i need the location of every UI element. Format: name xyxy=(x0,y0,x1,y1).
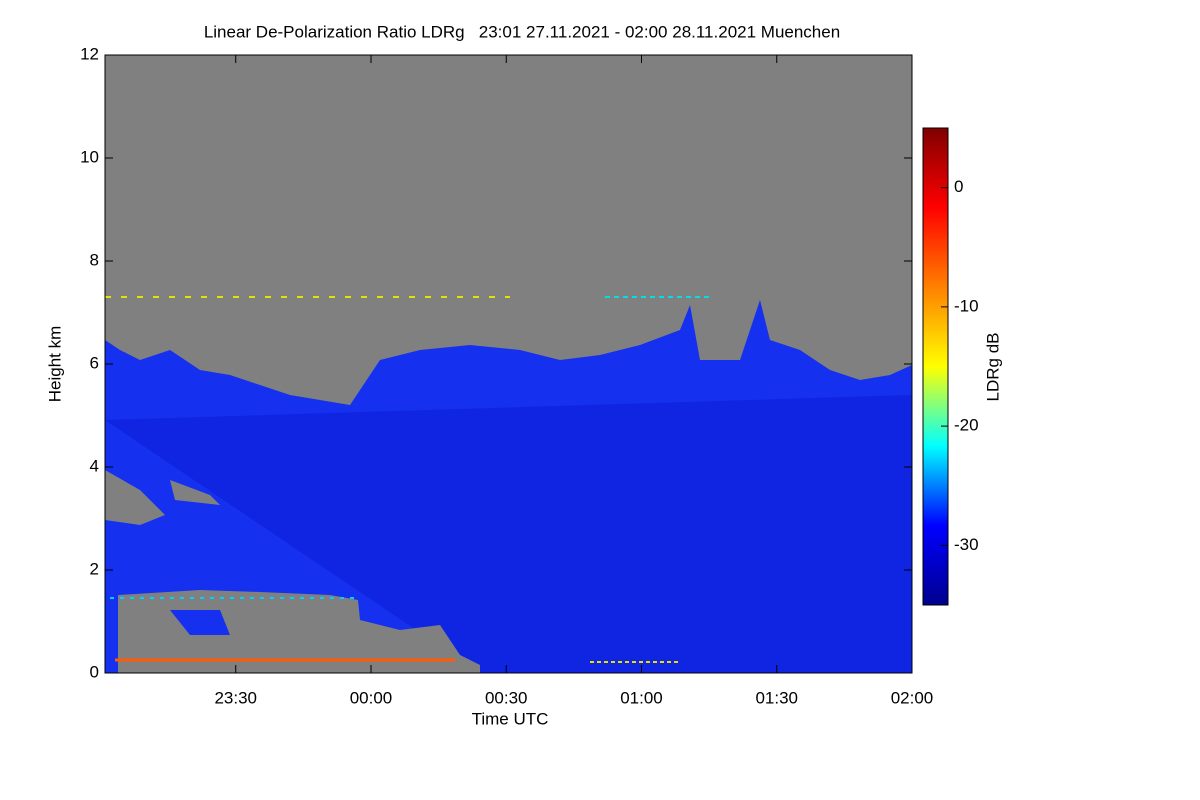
x-tick-label: 01:30 xyxy=(755,688,798,707)
colorbar-tick-label: 0 xyxy=(954,177,963,196)
x-tick-label: 00:00 xyxy=(350,688,393,707)
chart-title: Linear De-Polarization Ratio LDRg 23:01 … xyxy=(204,22,840,41)
y-tick-label: 2 xyxy=(90,559,99,578)
colorbar-label: LDRg dB xyxy=(983,333,1002,402)
colorbar-tick-label: -30 xyxy=(954,535,979,554)
colorbar-tick-label: -10 xyxy=(954,296,979,315)
colorbar-tick-label: -20 xyxy=(954,416,979,435)
colorbar xyxy=(922,127,949,606)
x-tick-label: 02:00 xyxy=(891,688,934,707)
y-tick-label: 4 xyxy=(90,456,99,475)
x-tick-label: 01:00 xyxy=(620,688,663,707)
y-tick-label: 6 xyxy=(90,353,99,372)
x-axis-label: Time UTC xyxy=(472,709,549,728)
y-axis-label: Height km xyxy=(45,326,64,403)
y-tick-label: 8 xyxy=(90,250,99,269)
y-tick-label: 10 xyxy=(80,147,99,166)
y-tick-label: 12 xyxy=(80,44,99,63)
y-tick-label: 0 xyxy=(90,662,99,681)
x-tick-label: 23:30 xyxy=(214,688,257,707)
x-tick-label: 00:30 xyxy=(485,688,528,707)
heatmap-field xyxy=(105,55,912,673)
